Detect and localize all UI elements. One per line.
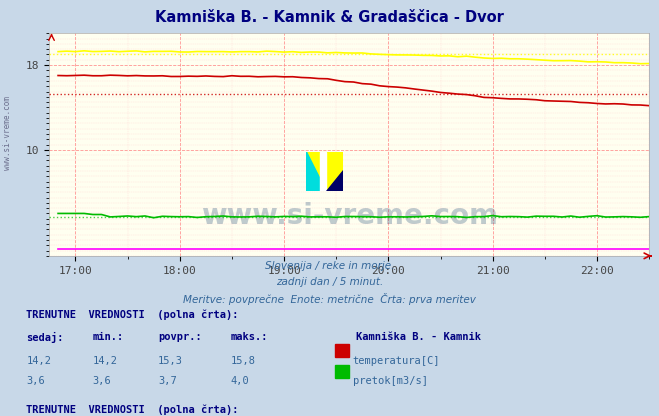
Text: TRENUTNE  VREDNOSTI  (polna črta):: TRENUTNE VREDNOSTI (polna črta): (26, 405, 239, 415)
Polygon shape (306, 152, 326, 191)
Text: Slovenija / reke in morje.: Slovenija / reke in morje. (265, 261, 394, 271)
Text: temperatura[C]: temperatura[C] (353, 356, 440, 366)
Text: 15,8: 15,8 (231, 356, 256, 366)
Text: Kamniška B. - Kamnik: Kamniška B. - Kamnik (356, 332, 481, 342)
Text: Meritve: povprečne  Enote: metrične  Črta: prva meritev: Meritve: povprečne Enote: metrične Črta:… (183, 293, 476, 305)
Text: www.si-vreme.com: www.si-vreme.com (201, 202, 498, 230)
Text: 14,2: 14,2 (26, 356, 51, 366)
Text: zadnji dan / 5 minut.: zadnji dan / 5 minut. (276, 277, 383, 287)
Text: 4,0: 4,0 (231, 376, 249, 386)
Text: 3,7: 3,7 (158, 376, 177, 386)
Text: www.si-vreme.com: www.si-vreme.com (3, 96, 13, 170)
Text: povpr.:: povpr.: (158, 332, 202, 342)
Text: 15,3: 15,3 (158, 356, 183, 366)
Text: min.:: min.: (92, 332, 123, 342)
Text: Kamniška B. - Kamnik & Gradaščica - Dvor: Kamniška B. - Kamnik & Gradaščica - Dvor (155, 10, 504, 25)
Polygon shape (320, 152, 326, 191)
Text: maks.:: maks.: (231, 332, 268, 342)
Text: 3,6: 3,6 (92, 376, 111, 386)
Text: 14,2: 14,2 (92, 356, 117, 366)
Text: 3,6: 3,6 (26, 376, 45, 386)
Text: pretok[m3/s]: pretok[m3/s] (353, 376, 428, 386)
Polygon shape (326, 170, 343, 191)
Text: sedaj:: sedaj: (26, 332, 64, 343)
Text: TRENUTNE  VREDNOSTI  (polna črta):: TRENUTNE VREDNOSTI (polna črta): (26, 310, 239, 320)
